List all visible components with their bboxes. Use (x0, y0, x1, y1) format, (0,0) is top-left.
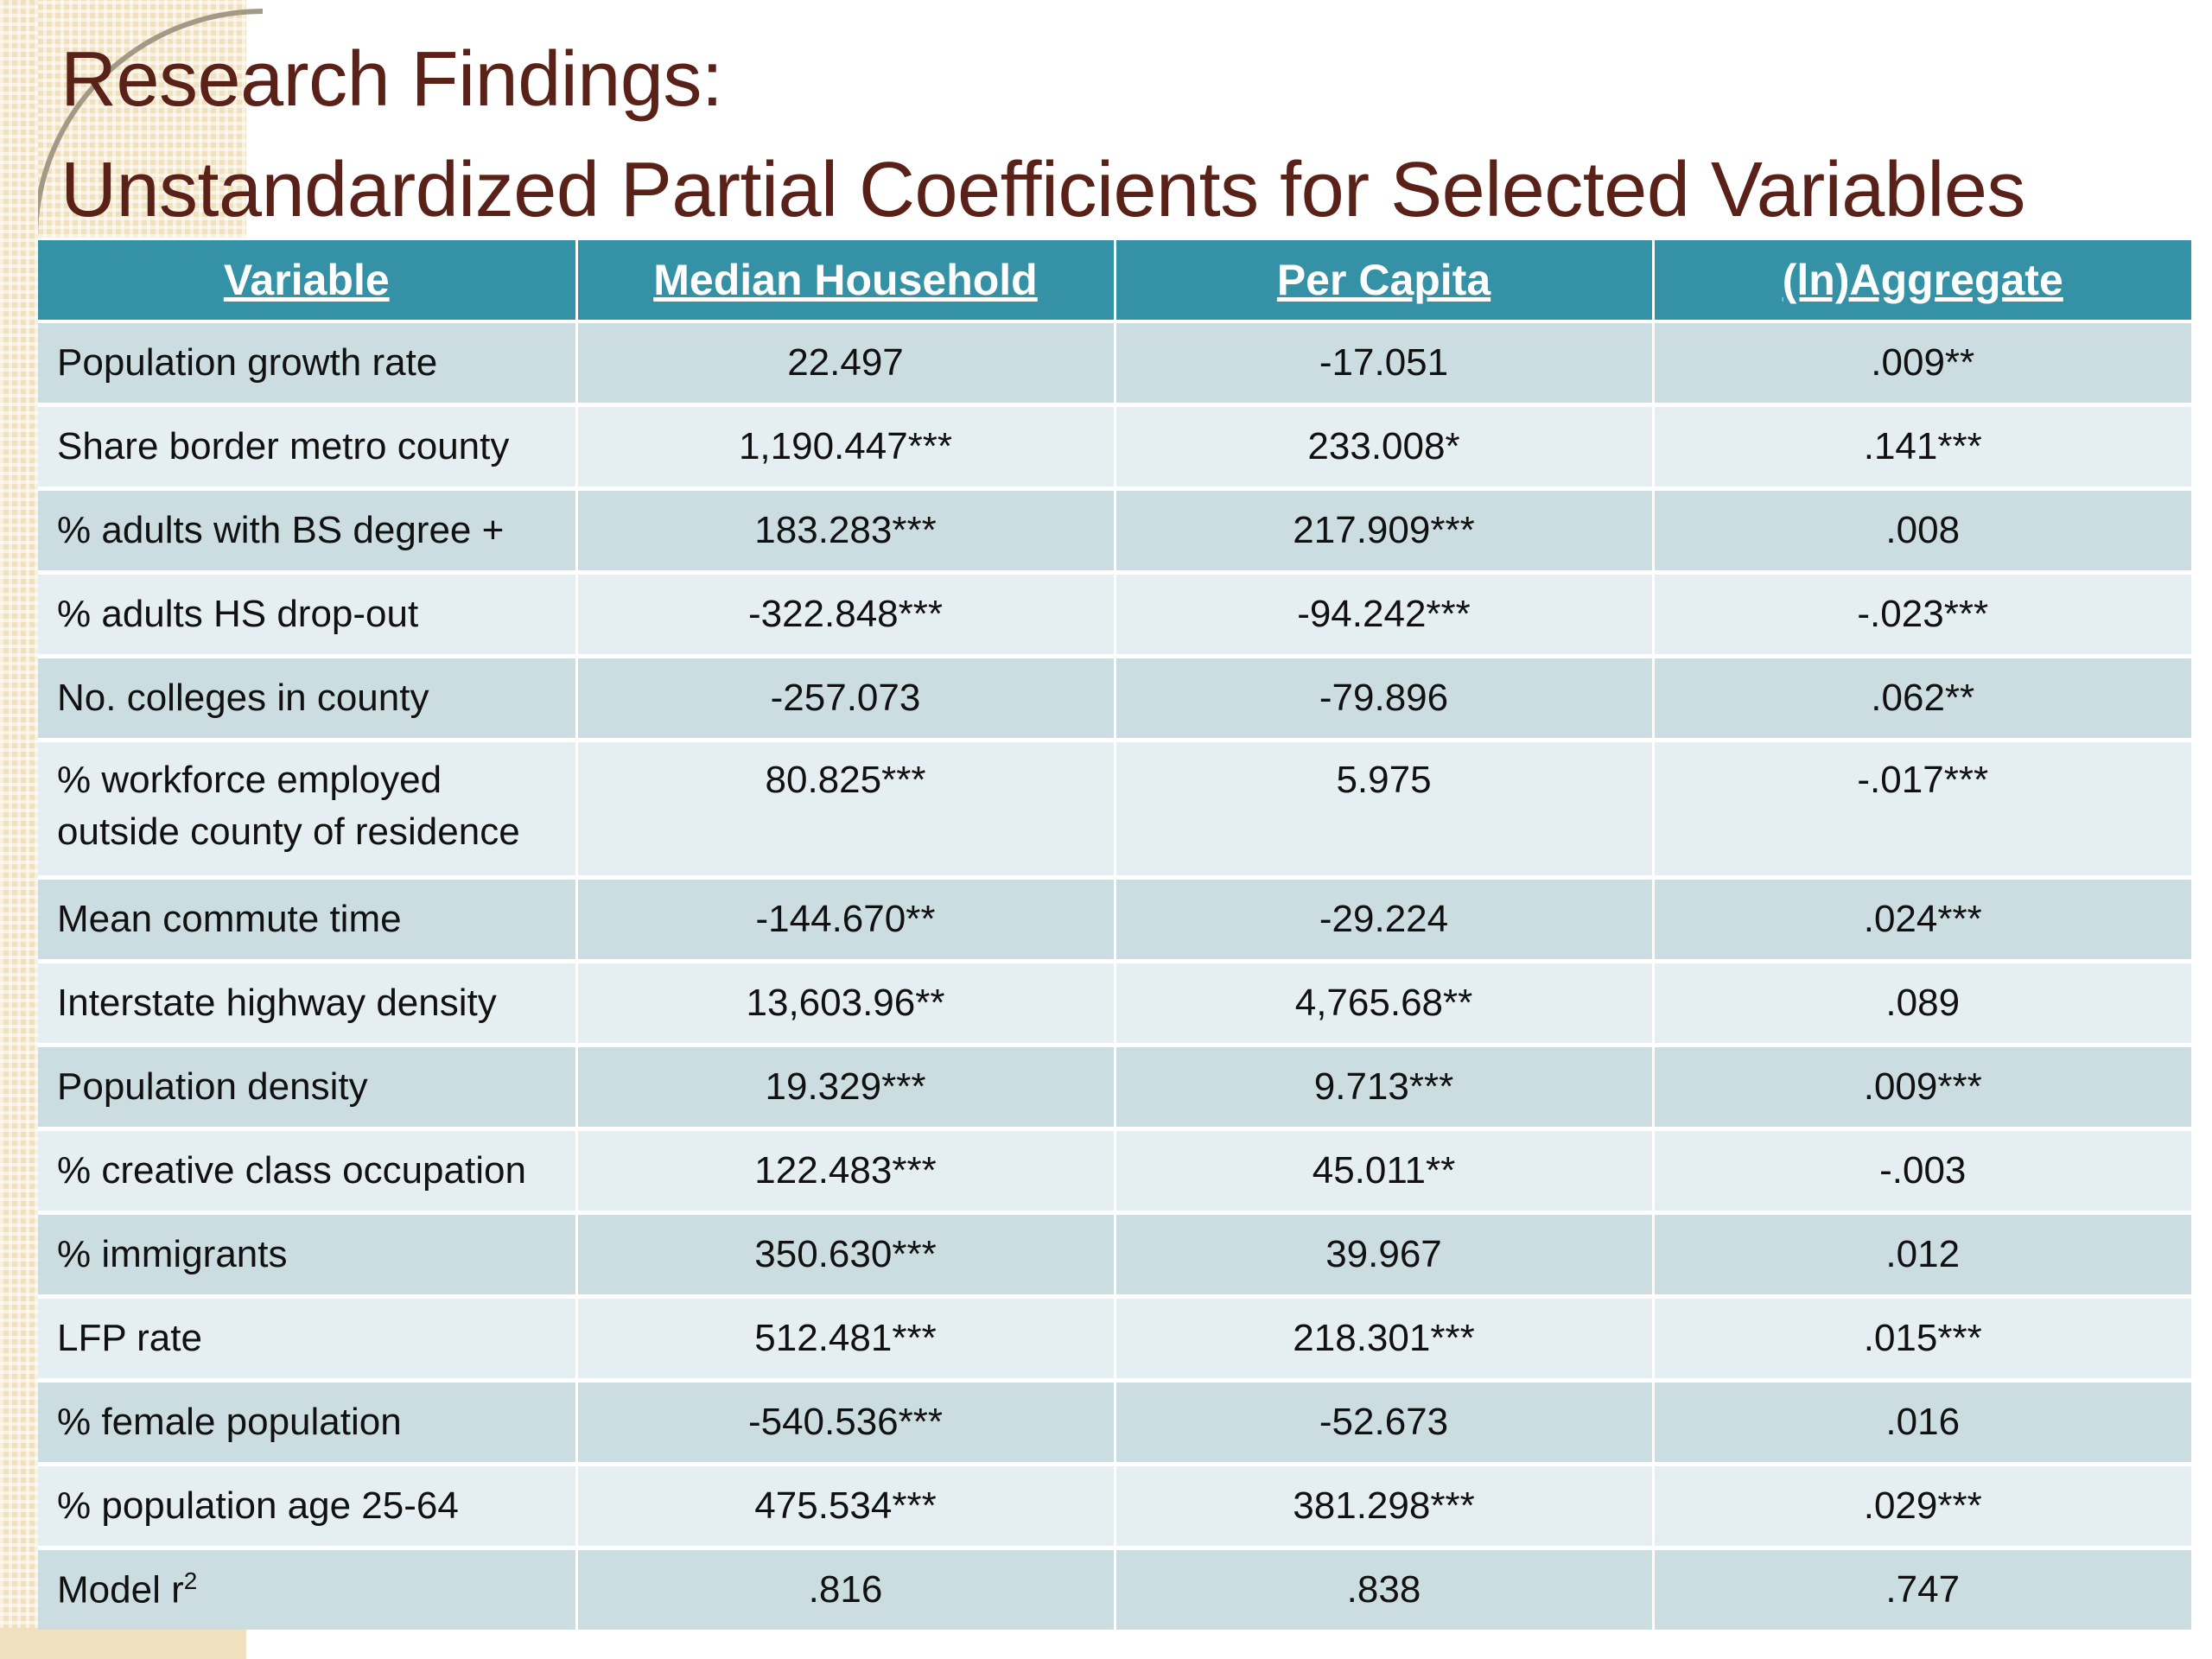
cell-per-capita: 218.301*** (1115, 1296, 1655, 1382)
cell-median-household: 183.283*** (576, 488, 1116, 575)
table-row: % adults with BS degree + 183.283*** 217… (38, 488, 2191, 575)
cell-variable: Share border metro county (38, 404, 578, 491)
table-row: LFP rate 512.481*** 218.301*** .015*** (38, 1296, 2191, 1382)
cell-variable: Mean commute time (38, 877, 578, 963)
cell-variable: Interstate highway density (38, 961, 578, 1047)
cell-variable: Population growth rate (38, 321, 578, 407)
table-row: % population age 25-64 475.534*** 381.29… (38, 1464, 2191, 1550)
cell-variable: % immigrants (38, 1212, 578, 1299)
model-r2-row: Model r2 .816 .838 .747 (38, 1548, 2191, 1630)
cell-ln-aggregate: .062** (1653, 656, 2191, 742)
cell-ln-aggregate: .009** (1653, 321, 2191, 407)
table-row: Mean commute time -144.670** -29.224 .02… (38, 877, 2191, 963)
cell-median-household: 19.329*** (576, 1045, 1116, 1131)
cell-median-household: 13,603.96** (576, 961, 1116, 1047)
cell-per-capita: -94.242*** (1115, 572, 1655, 658)
table-row: % immigrants 350.630*** 39.967 .012 (38, 1212, 2191, 1299)
cell-median-household: 80.825*** (576, 740, 1116, 880)
cell-median-household: .816 (576, 1548, 1116, 1630)
cell-ln-aggregate: .141*** (1653, 404, 2191, 491)
cell-per-capita: -79.896 (1115, 656, 1655, 742)
cell-ln-aggregate: .008 (1653, 488, 2191, 575)
slide-title-line-1: Research Findings: (60, 36, 723, 123)
cell-per-capita: -29.224 (1115, 877, 1655, 963)
cell-per-capita: 45.011** (1115, 1128, 1655, 1215)
cell-variable: Model r2 (38, 1548, 578, 1630)
cell-median-household: 512.481*** (576, 1296, 1116, 1382)
table-row: % female population -540.536*** -52.673 … (38, 1380, 2191, 1466)
cell-variable: LFP rate (38, 1296, 578, 1382)
model-r-label: Model r (57, 1568, 184, 1611)
header-variable: Variable (38, 240, 578, 323)
cell-per-capita: 39.967 (1115, 1212, 1655, 1299)
cell-median-household: 1,190.447*** (576, 404, 1116, 491)
table-row: No. colleges in county -257.073 -79.896 … (38, 656, 2191, 742)
coefficients-table: Variable Median Household Per Capita (ln… (38, 240, 2191, 1630)
cell-ln-aggregate: .009*** (1653, 1045, 2191, 1131)
table-row: % adults HS drop-out -322.848*** -94.242… (38, 572, 2191, 658)
table-row: % workforce employed outside county of r… (38, 740, 2191, 880)
decorative-left-strip (0, 0, 38, 1659)
cell-median-household: -257.073 (576, 656, 1116, 742)
cell-variable: No. colleges in county (38, 656, 578, 742)
table-row: Population growth rate 22.497 -17.051 .0… (38, 321, 2191, 407)
header-per-capita: Per Capita (1115, 240, 1655, 323)
table-row: Interstate highway density 13,603.96** 4… (38, 961, 2191, 1047)
cell-per-capita: 233.008* (1115, 404, 1655, 491)
table-header-row: Variable Median Household Per Capita (ln… (38, 240, 2191, 323)
table-row: Population density 19.329*** 9.713*** .0… (38, 1045, 2191, 1131)
cell-variable: % adults with BS degree + (38, 488, 578, 575)
table-row: Share border metro county 1,190.447*** 2… (38, 404, 2191, 491)
cell-ln-aggregate: .016 (1653, 1380, 2191, 1466)
cell-median-household: -540.536*** (576, 1380, 1116, 1466)
cell-ln-aggregate: .029*** (1653, 1464, 2191, 1550)
cell-median-household: -322.848*** (576, 572, 1116, 658)
slide-title: Research Findings: Unstandardized Partia… (60, 24, 2203, 245)
cell-variable: % population age 25-64 (38, 1464, 578, 1550)
header-median-household: Median Household (576, 240, 1116, 323)
cell-variable: Population density (38, 1045, 578, 1131)
cell-per-capita: -17.051 (1115, 321, 1655, 407)
cell-median-household: 350.630*** (576, 1212, 1116, 1299)
cell-ln-aggregate: .089 (1653, 961, 2191, 1047)
cell-ln-aggregate: -.003 (1653, 1128, 2191, 1215)
cell-variable: % workforce employed outside county of r… (38, 740, 578, 880)
cell-ln-aggregate: -.023*** (1653, 572, 2191, 658)
slide-title-line-2: Unstandardized Partial Coefficients for … (60, 147, 2025, 233)
cell-ln-aggregate: .015*** (1653, 1296, 2191, 1382)
cell-per-capita: 4,765.68** (1115, 961, 1655, 1047)
cell-per-capita: -52.673 (1115, 1380, 1655, 1466)
cell-variable: % female population (38, 1380, 578, 1466)
cell-median-household: -144.670** (576, 877, 1116, 963)
header-ln-aggregate: (ln)Aggregate (1653, 240, 2191, 323)
model-r-superscript: 2 (183, 1567, 198, 1595)
cell-variable: % creative class occupation (38, 1128, 578, 1215)
cell-per-capita: .838 (1115, 1548, 1655, 1630)
cell-median-household: 475.534*** (576, 1464, 1116, 1550)
cell-per-capita: 381.298*** (1115, 1464, 1655, 1550)
cell-ln-aggregate: .012 (1653, 1212, 2191, 1299)
cell-ln-aggregate: .024*** (1653, 877, 2191, 963)
cell-ln-aggregate: -.017*** (1653, 740, 2191, 880)
cell-ln-aggregate: .747 (1653, 1548, 2191, 1630)
cell-median-household: 122.483*** (576, 1128, 1116, 1215)
cell-per-capita: 5.975 (1115, 740, 1655, 880)
table-row: % creative class occupation 122.483*** 4… (38, 1128, 2191, 1215)
cell-per-capita: 9.713*** (1115, 1045, 1655, 1131)
cell-variable: % adults HS drop-out (38, 572, 578, 658)
decorative-bottom-strip (0, 1628, 246, 1659)
cell-median-household: 22.497 (576, 321, 1116, 407)
cell-per-capita: 217.909*** (1115, 488, 1655, 575)
